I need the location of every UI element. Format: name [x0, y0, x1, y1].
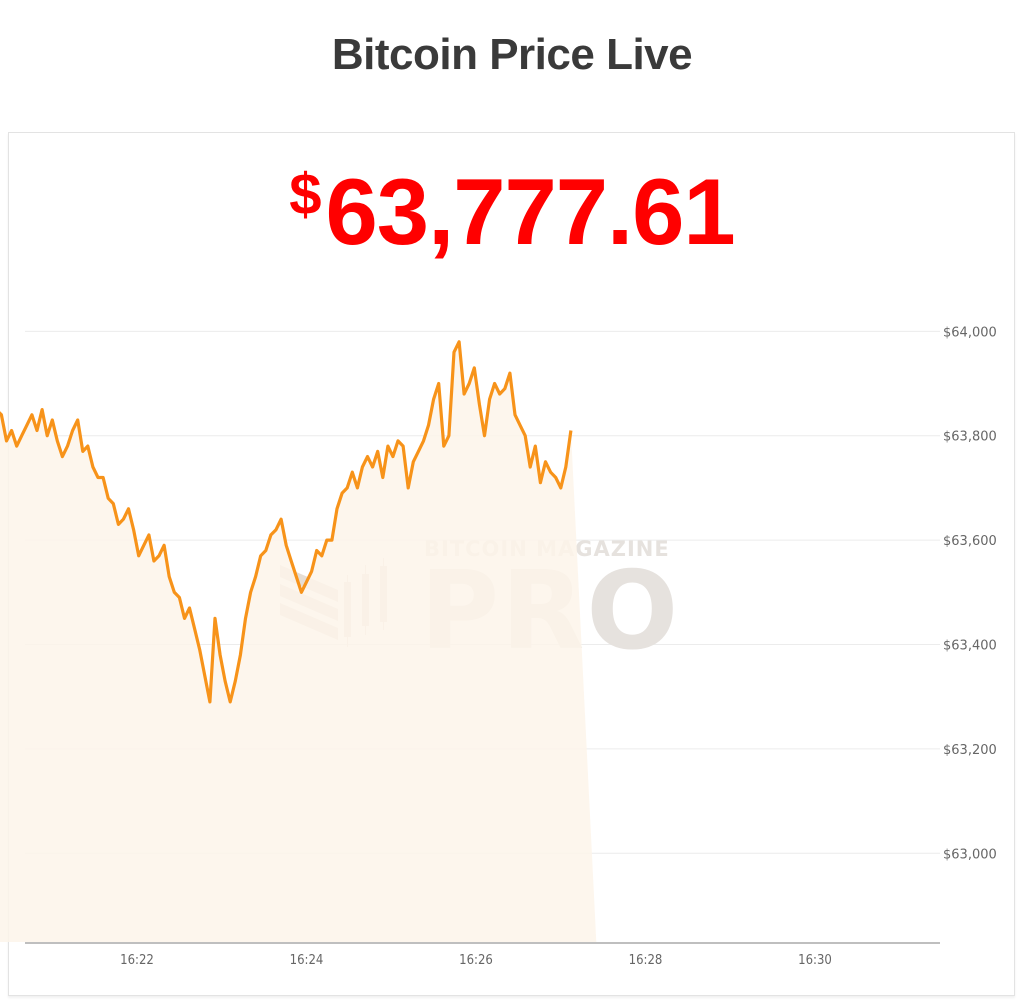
y-axis: $63,000 $63,200 $63,400 $63,600 $63,800 $64,0…: [943, 325, 997, 862]
y-tick-label: $63,000: [943, 847, 997, 862]
y-tick-label: $63,800: [943, 430, 997, 445]
price-value: 63,777.61: [325, 159, 736, 264]
price-line: [0, 340, 573, 704]
y-tick-label: $64,000: [943, 325, 997, 340]
price-area-fill: [0, 341, 597, 942]
current-price: $63,777.61: [0, 165, 1024, 259]
page-title: Bitcoin Price Live: [331, 30, 693, 79]
x-tick-label: 16:24: [290, 953, 324, 968]
currency-symbol: $: [289, 162, 322, 227]
x-axis: 16:22 16:24 16:26 16:28 16:30: [120, 953, 832, 968]
y-tick-label: $63,600: [943, 534, 997, 549]
x-tick-label: 16:22: [120, 953, 154, 968]
x-tick-label: 16:28: [629, 953, 663, 968]
y-tick-label: $63,400: [943, 638, 997, 653]
x-tick-label: 16:30: [798, 953, 832, 968]
x-tick-label: 16:26: [459, 953, 493, 968]
y-tick-label: $63,200: [943, 743, 997, 758]
